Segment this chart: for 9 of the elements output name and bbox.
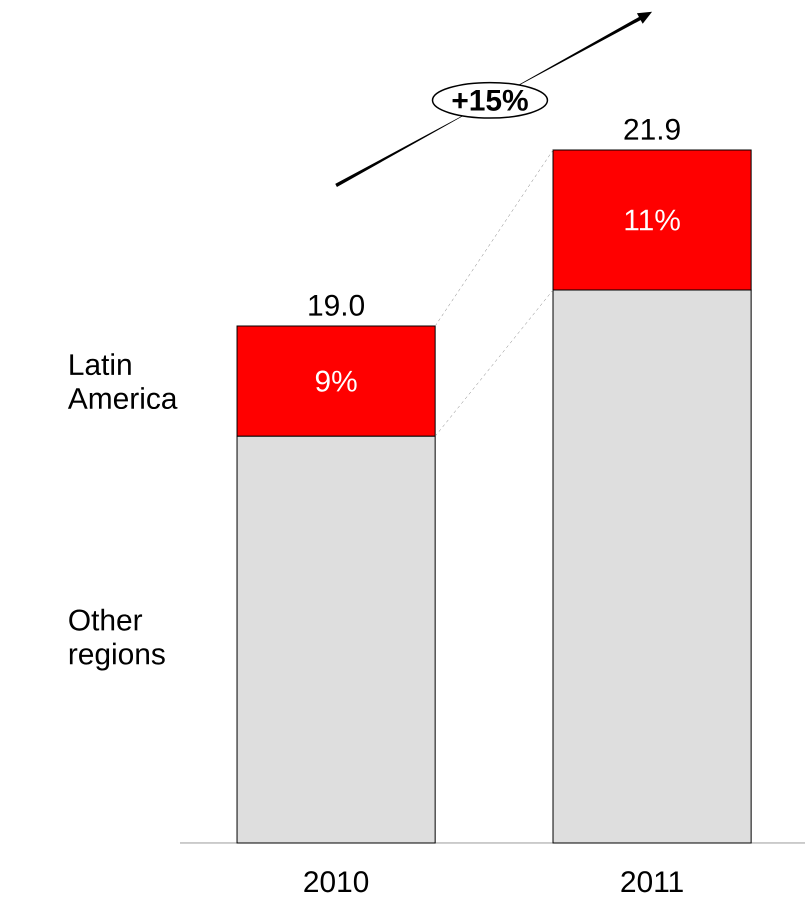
annotation: 11% (626, 210, 680, 230)
text: Other regions (69, 608, 165, 670)
x-tick-label: 2011 (621, 871, 683, 892)
annotation: 19.0 (309, 294, 364, 316)
x-tick-label: 2010 (304, 871, 368, 892)
text: +15% (452, 90, 528, 111)
annotation: 9% (316, 370, 357, 392)
series-label: Latin America (68, 353, 178, 410)
text: 21.9 (624, 118, 680, 140)
